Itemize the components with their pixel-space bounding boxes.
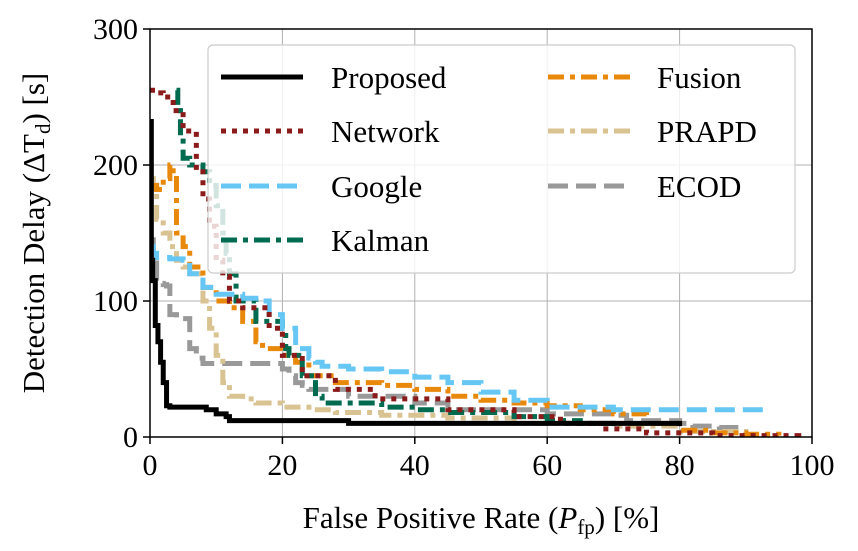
legend-label-ecod: ECOD — [657, 169, 741, 204]
legend: Proposed Network Google Kalman Fusion PRAPD EC… — [207, 44, 796, 274]
series-layer — [150, 87, 802, 437]
legend-label-kalman: Kalman — [331, 223, 430, 258]
x-axis-title-tail: ) [%] — [595, 500, 660, 535]
legend-label-fusion: Fusion — [657, 60, 742, 95]
y-axis-title-main: Detection Delay (ΔT — [16, 134, 51, 393]
x-tick-label: 40 — [400, 449, 430, 482]
x-tick-label: 20 — [267, 449, 297, 482]
legend-label-proposed: Proposed — [331, 60, 447, 95]
x-tick-label: 100 — [790, 449, 835, 482]
x-axis-title-sub: fp — [577, 515, 595, 539]
x-axis-title-var: P — [557, 500, 577, 535]
y-axis-title-tail: ) [s] — [16, 73, 51, 124]
legend-label-google: Google — [331, 169, 422, 204]
axis-ticks: 0 20 40 60 80 100 0 100 200 300 — [93, 13, 835, 482]
series-line-fusion — [150, 162, 782, 437]
legend-label-prapd: PRAPD — [657, 114, 757, 149]
series-line-ecod — [150, 237, 746, 430]
y-tick-label: 200 — [93, 149, 138, 182]
y-axis-title-sub: d — [31, 123, 55, 134]
y-tick-label: 300 — [93, 13, 138, 46]
y-tick-label: 0 — [123, 421, 138, 454]
x-axis-title: False Positive Rate (Pfp) [%] — [303, 500, 660, 539]
legend-box — [207, 44, 796, 274]
series-line-google — [150, 244, 766, 413]
y-tick-label: 100 — [93, 285, 138, 318]
x-tick-label: 80 — [665, 449, 695, 482]
x-tick-label: 60 — [532, 449, 562, 482]
y-axis-title: Detection Delay (ΔTd) [s] — [16, 73, 55, 394]
series-line-network — [150, 87, 802, 437]
x-axis-title-main: False Positive Rate ( — [303, 500, 559, 535]
legend-label-network: Network — [331, 114, 440, 149]
plot-frame — [149, 28, 813, 438]
series-line-proposed — [150, 118, 683, 427]
x-tick-label: 0 — [143, 449, 158, 482]
